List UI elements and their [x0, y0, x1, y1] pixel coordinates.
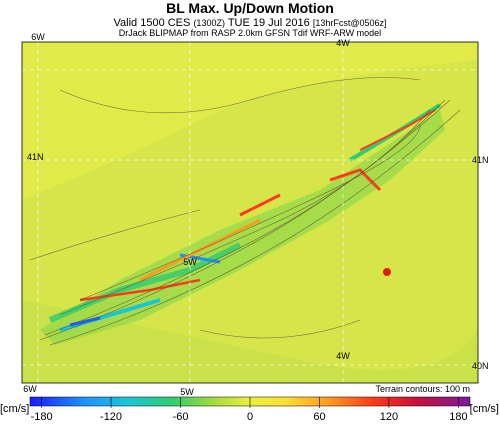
colorbar-unit: [cm/s] — [0, 403, 29, 415]
map — [22, 42, 478, 383]
map-label: 40N — [472, 361, 489, 371]
map-label: 6W — [23, 384, 37, 394]
map-label: 5W — [183, 257, 197, 267]
colorbar-tick-label: -120 — [100, 411, 122, 423]
valid-line: Valid 1500 CES (1300Z) TUE 19 Jul 2016 [… — [114, 17, 387, 29]
map-label: 6W — [31, 32, 45, 42]
colorbar-tick-label: -180 — [31, 411, 53, 423]
colorbar-tick-label: 0 — [247, 411, 253, 423]
colorbar-tick-label: 120 — [380, 411, 398, 423]
map-frame — [21, 41, 479, 384]
title: BL Max. Up/Down Motion — [166, 0, 334, 16]
colorbar-tick-label: 180 — [449, 411, 467, 423]
map-label: 5W — [180, 387, 194, 397]
map-label: 4W — [336, 351, 350, 361]
colorbar-unit: [cm/s] — [470, 403, 499, 415]
map-label: 4W — [336, 38, 350, 48]
terrain-note: Terrain contours: 100 m — [375, 384, 470, 394]
utc: (1300Z) — [193, 18, 225, 28]
map-label: 41N — [472, 155, 489, 165]
source: DrJack BLIPMAP from RASP 2.0km GFSN Tdif… — [119, 28, 381, 38]
colorbar-tick-label: 60 — [313, 411, 325, 423]
valid: Valid 1500 CES — [114, 17, 191, 29]
map-label: 41N — [27, 152, 44, 162]
date: TUE 19 Jul 2016 — [228, 17, 310, 29]
colorbar-tick-label: -60 — [173, 411, 189, 423]
forecast: [13hrFcst@0506z] — [313, 18, 387, 28]
